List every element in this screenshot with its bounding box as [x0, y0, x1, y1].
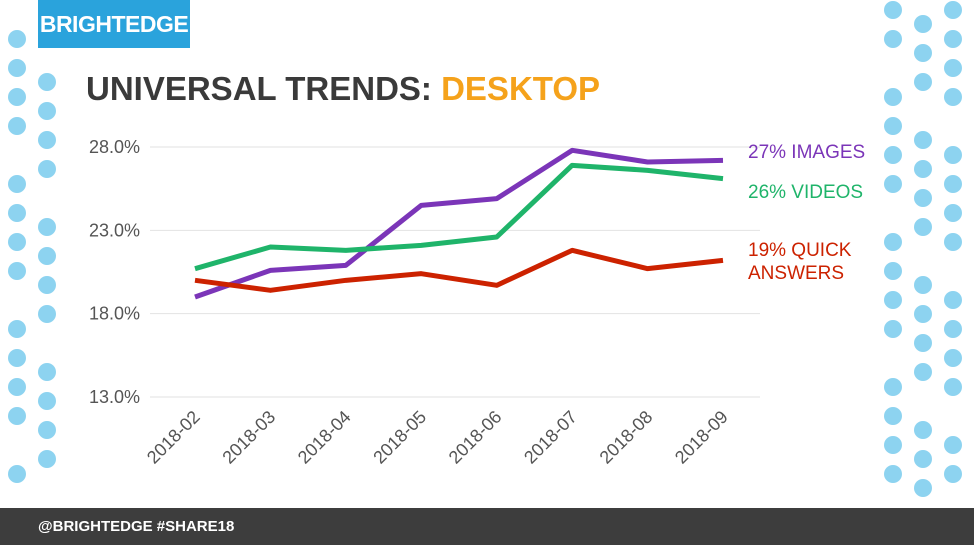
- decor-dot: [8, 88, 26, 106]
- decor-dot: [8, 30, 26, 48]
- decor-dot: [944, 30, 962, 48]
- decor-dot: [8, 378, 26, 396]
- decor-dot: [884, 88, 902, 106]
- slide-title: UNIVERSAL TRENDS: DESKTOP: [86, 70, 600, 108]
- decor-dot: [884, 146, 902, 164]
- title-text: UNIVERSAL TRENDS:: [86, 70, 432, 107]
- series-label: 27% IMAGES: [748, 142, 866, 163]
- decor-dot: [8, 465, 26, 483]
- decor-dot: [914, 479, 932, 497]
- decor-dot: [914, 189, 932, 207]
- decor-dot: [8, 262, 26, 280]
- decor-dot: [8, 117, 26, 135]
- decor-dot: [944, 175, 962, 193]
- x-tick-label: 2018-05: [369, 407, 430, 468]
- decor-dot: [884, 1, 902, 19]
- x-tick-label: 2018-08: [596, 407, 657, 468]
- y-tick-label: 23.0%: [89, 220, 140, 240]
- decor-dot: [914, 363, 932, 381]
- decor-dot: [884, 117, 902, 135]
- decor-dot: [8, 320, 26, 338]
- decor-dot: [884, 407, 902, 425]
- x-tick-label: 2018-04: [294, 407, 355, 468]
- decor-dot: [884, 465, 902, 483]
- x-tick-label: 2018-02: [143, 407, 204, 468]
- decor-dot: [914, 305, 932, 323]
- decor-dot: [944, 88, 962, 106]
- decor-dot: [38, 160, 56, 178]
- decor-dot: [884, 262, 902, 280]
- decor-dot: [884, 320, 902, 338]
- x-tick-label: 2018-06: [445, 407, 506, 468]
- decor-dot: [8, 407, 26, 425]
- decor-dot: [38, 247, 56, 265]
- decor-dot: [944, 146, 962, 164]
- series-label: 19% QUICK ANSWERS: [748, 240, 852, 284]
- decor-dot: [914, 276, 932, 294]
- decor-dot: [944, 320, 962, 338]
- decor-dot: [884, 30, 902, 48]
- decor-dot: [38, 421, 56, 439]
- decor-dot: [944, 378, 962, 396]
- decor-dot: [38, 131, 56, 149]
- decor-dot: [914, 450, 932, 468]
- decor-dot: [914, 421, 932, 439]
- decor-dot: [884, 291, 902, 309]
- series-line: [194, 162, 724, 272]
- decor-dot: [38, 305, 56, 323]
- x-tick-label: 2018-07: [520, 407, 581, 468]
- decor-dot: [8, 349, 26, 367]
- decor-dot: [884, 175, 902, 193]
- decor-dot: [38, 102, 56, 120]
- decor-dot: [914, 44, 932, 62]
- decor-dot: [944, 1, 962, 19]
- decor-dot: [38, 392, 56, 410]
- decor-dot: [914, 131, 932, 149]
- decor-dot: [914, 334, 932, 352]
- decor-dot: [8, 204, 26, 222]
- y-tick-label: 13.0%: [89, 387, 140, 407]
- decor-dot: [8, 233, 26, 251]
- decor-dot: [914, 73, 932, 91]
- series-line: [194, 247, 724, 293]
- decor-dot: [914, 160, 932, 178]
- decor-dot: [884, 378, 902, 396]
- decor-dot: [914, 15, 932, 33]
- decor-dot: [884, 233, 902, 251]
- decor-dot: [944, 233, 962, 251]
- x-tick-label: 2018-03: [218, 407, 279, 468]
- decor-dot: [944, 291, 962, 309]
- decor-dot: [8, 175, 26, 193]
- y-tick-label: 28.0%: [89, 137, 140, 157]
- decor-dot: [38, 450, 56, 468]
- series-label: 26% VIDEOS: [748, 182, 864, 203]
- decor-dot: [38, 73, 56, 91]
- decor-dot: [884, 436, 902, 454]
- decor-dot: [944, 59, 962, 77]
- y-tick-label: 18.0%: [89, 304, 140, 324]
- x-tick-label: 2018-09: [671, 407, 732, 468]
- footer: @BRIGHTEDGE #SHARE18: [0, 508, 974, 545]
- title-highlight: DESKTOP: [441, 70, 601, 107]
- series-line: [194, 147, 724, 300]
- decor-dot: [944, 436, 962, 454]
- decor-dot: [38, 363, 56, 381]
- decor-dot: [944, 465, 962, 483]
- decor-dot: [944, 204, 962, 222]
- logo: BRIGHTEDGE: [38, 0, 190, 48]
- decor-dot: [38, 276, 56, 294]
- decor-dot: [8, 59, 26, 77]
- decor-dot: [914, 218, 932, 236]
- decor-dot: [944, 349, 962, 367]
- decor-dot: [38, 218, 56, 236]
